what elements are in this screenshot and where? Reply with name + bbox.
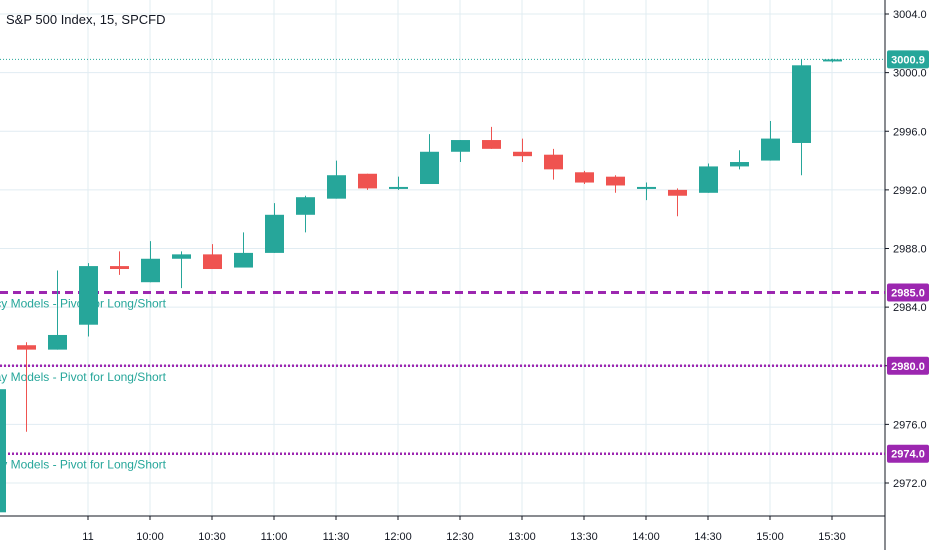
candle-body	[0, 389, 6, 513]
candle[interactable]	[296, 195, 315, 233]
y-tick-label: 2988.0	[893, 244, 927, 256]
candle-body	[823, 59, 842, 62]
x-tick-label: 15:30	[818, 531, 846, 543]
candle-body	[420, 151, 439, 185]
candle[interactable]	[327, 160, 346, 199]
x-tick-label: 11:30	[323, 531, 350, 543]
candle-body	[699, 166, 718, 193]
candle-body	[668, 189, 687, 196]
x-tick-label: 13:00	[508, 531, 536, 543]
candle-body	[482, 140, 501, 149]
x-tick-label: 14:00	[632, 531, 660, 543]
pivot-price-label-bg	[887, 444, 929, 463]
last-price-label: 3000.9	[891, 54, 925, 66]
candle-body	[451, 140, 470, 152]
candle[interactable]	[17, 342, 36, 432]
candle[interactable]	[48, 270, 67, 350]
candle[interactable]	[668, 188, 687, 217]
candle[interactable]	[544, 148, 563, 180]
candle[interactable]	[761, 120, 780, 161]
candle[interactable]	[513, 138, 532, 163]
candle[interactable]	[265, 203, 284, 253]
candle-body	[730, 162, 749, 167]
candle[interactable]	[79, 263, 98, 337]
candle-body	[110, 266, 129, 270]
candle-body	[296, 197, 315, 215]
y-tick-label: 2972.0	[893, 478, 927, 490]
pivot-price-label-bg	[887, 283, 929, 302]
candle[interactable]	[451, 140, 470, 163]
y-tick-label: 2996.0	[893, 126, 927, 138]
candle[interactable]	[606, 175, 625, 193]
candle[interactable]	[575, 170, 594, 185]
candle-body	[17, 345, 36, 350]
x-tick-label: 10:30	[198, 531, 226, 543]
x-tick-label: 11	[82, 531, 93, 543]
x-tick-label: 14:30	[694, 531, 722, 543]
pivot-price-label: 2980.0	[891, 361, 925, 373]
candle[interactable]	[203, 244, 222, 270]
candle-body	[358, 173, 377, 189]
candle[interactable]	[637, 182, 656, 201]
x-tick-label: 12:00	[384, 531, 412, 543]
y-tick-label: 3004.0	[893, 9, 927, 21]
candle[interactable]	[420, 134, 439, 185]
candle-body	[234, 252, 253, 268]
x-tick-label: 13:30	[570, 531, 598, 543]
candle[interactable]	[358, 173, 377, 190]
candle[interactable]	[792, 59, 811, 176]
chart-title: S&P 500 Index, 15, SPCFD	[6, 12, 166, 27]
last-price-label-bg	[887, 50, 929, 69]
candle[interactable]	[699, 163, 718, 193]
candle-body	[79, 266, 98, 325]
x-tick-label: 12:30	[446, 531, 474, 543]
x-tick-label: 15:00	[756, 531, 784, 543]
candle-body	[265, 214, 284, 253]
candle[interactable]	[482, 126, 501, 149]
candle-body	[792, 65, 811, 143]
candle-body	[637, 186, 656, 189]
candle-body	[389, 186, 408, 189]
candle-body	[327, 175, 346, 199]
candle[interactable]	[141, 241, 160, 283]
candle[interactable]	[234, 232, 253, 268]
y-tick-label: 2976.0	[893, 419, 927, 431]
candle[interactable]	[730, 150, 749, 170]
y-tick-label: 3000.0	[893, 68, 927, 80]
candle-body	[575, 172, 594, 183]
candle-body	[48, 334, 67, 350]
candle-body	[761, 138, 780, 161]
pivot-price-label: 2985.0	[891, 287, 925, 299]
candle-body	[606, 176, 625, 186]
candle[interactable]	[172, 251, 191, 289]
candle-body	[513, 151, 532, 157]
candle-body	[141, 258, 160, 283]
candle[interactable]	[389, 176, 408, 190]
y-tick-label: 2984.0	[893, 302, 927, 314]
pivot-price-label-bg	[887, 356, 929, 375]
candle-body	[544, 154, 563, 170]
candle[interactable]	[0, 389, 6, 515]
x-tick-label: 11:00	[261, 531, 288, 543]
candle-body	[172, 254, 191, 259]
pivot-line-label: Intraday Models - Pivot for Long/Short	[0, 458, 167, 472]
x-tick-label: 10:00	[136, 531, 164, 543]
pivot-price-label: 2974.0	[891, 449, 925, 461]
candle-body	[203, 254, 222, 270]
pivot-line-label: Intraday Models - Pivot for Long/Short	[0, 370, 167, 384]
y-tick-label: 2992.0	[893, 185, 927, 197]
candle[interactable]	[823, 58, 842, 63]
candle[interactable]	[110, 251, 129, 275]
